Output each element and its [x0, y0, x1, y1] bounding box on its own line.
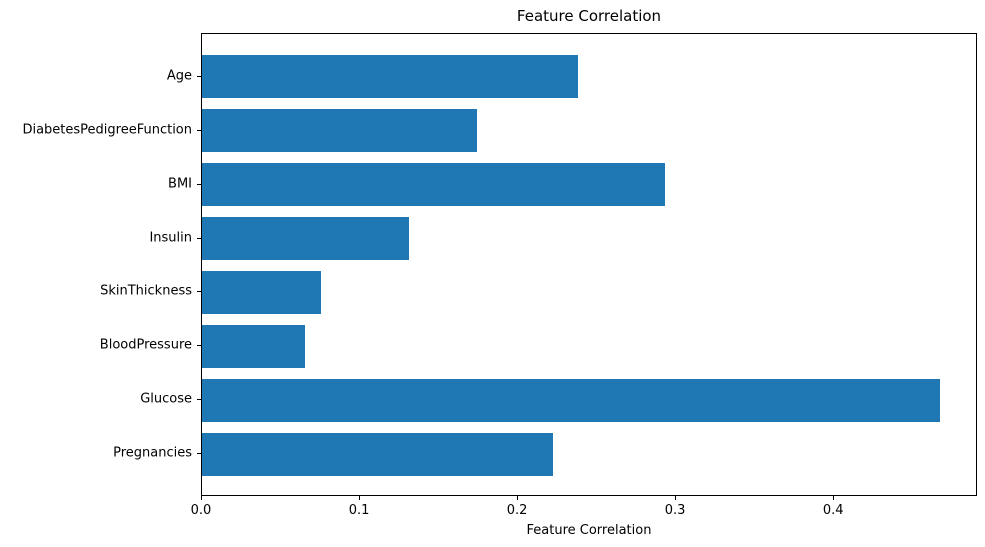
- bar-diabetespedigreefunction: [202, 109, 477, 153]
- y-tick-mark: [197, 291, 201, 293]
- bar-age: [202, 55, 579, 99]
- bar-bloodpressure: [202, 324, 305, 368]
- x-tick-label-0.0: 0.0: [190, 503, 212, 518]
- x-tick-mark: [517, 496, 519, 500]
- y-tick-mark: [197, 345, 201, 347]
- x-axis-label: Feature Correlation: [526, 523, 652, 538]
- x-tick-label-0.1: 0.1: [348, 503, 370, 518]
- x-tick-mark: [675, 496, 677, 500]
- y-tick-mark: [197, 129, 201, 131]
- bar-skinthickness: [202, 270, 321, 315]
- y-tick-label-bmi: BMI: [168, 176, 192, 192]
- y-tick-label-age: Age: [166, 68, 192, 84]
- y-tick-mark: [197, 237, 201, 239]
- y-tick-mark: [197, 399, 201, 401]
- y-tick-label-glucose: Glucose: [140, 391, 192, 407]
- y-tick-mark: [197, 453, 201, 455]
- x-tick-label-0.3: 0.3: [664, 503, 686, 518]
- x-tick-mark: [359, 496, 361, 500]
- x-tick-label-0.4: 0.4: [822, 503, 844, 518]
- x-tick-mark: [833, 496, 835, 500]
- y-tick-label-diabetespedigreefunction: DiabetesPedigreeFunction: [22, 122, 192, 138]
- x-tick-mark: [201, 496, 202, 500]
- chart-title: Feature Correlation: [516, 7, 662, 25]
- y-tick-label-skinthickness: SkinThickness: [100, 283, 192, 299]
- bar-bmi: [202, 162, 666, 207]
- y-tick-label-bloodpressure: BloodPressure: [99, 337, 192, 353]
- bar-glucose: [202, 378, 941, 422]
- y-tick-mark: [197, 183, 201, 185]
- y-tick-label-insulin: Insulin: [149, 230, 192, 246]
- bar-pregnancies: [202, 432, 553, 476]
- x-tick-label-0.2: 0.2: [506, 503, 528, 518]
- bar-insulin: [202, 216, 410, 261]
- y-tick-mark: [197, 75, 201, 77]
- y-tick-label-pregnancies: Pregnancies: [113, 445, 192, 461]
- plot-area: [201, 33, 977, 496]
